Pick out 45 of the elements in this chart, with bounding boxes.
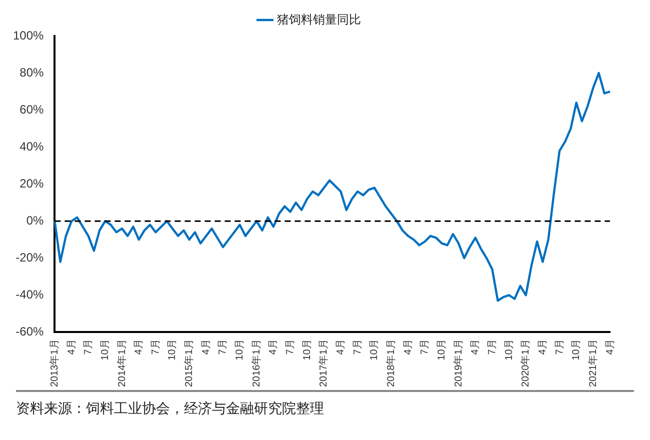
- y-tick-label: 0%: [26, 213, 44, 228]
- x-tick-label: 10月: [167, 339, 178, 360]
- x-tick-label: 7月: [486, 339, 498, 355]
- x-tick-label: 7月: [420, 339, 431, 355]
- x-tick-label: 2013年1月: [48, 339, 60, 388]
- y-tick-label: -60%: [16, 324, 44, 339]
- y-tick-label: -20%: [16, 250, 44, 264]
- x-tick-label: 10月: [571, 339, 582, 360]
- x-tick-label: 2015年1月: [183, 339, 196, 388]
- x-tick-label: 2020年1月: [520, 339, 532, 388]
- x-tick-label: 4月: [470, 339, 482, 355]
- text: 资料来源：饲料工业协会，经济与金融研究院整理: [16, 390, 634, 418]
- legend-label: 猪饲料销量同比: [277, 12, 361, 26]
- x-tick-label: 7月: [218, 339, 229, 355]
- x-tick-label: 7月: [150, 339, 162, 355]
- x-tick-label: 10月: [302, 339, 313, 360]
- x-tick-label: 2019年1月: [452, 339, 464, 388]
- y-tick-label: 60%: [20, 102, 44, 116]
- x-tick-label: 4月: [604, 339, 616, 355]
- y-tick-label: 100%: [12, 28, 44, 42]
- x-tick-label: 2021年1月: [586, 339, 599, 388]
- x-tick-label: 7月: [285, 339, 296, 355]
- y-tick-label: -40%: [16, 287, 44, 302]
- x-tick-label: 2017年1月: [318, 339, 330, 388]
- x-tick-label: 2018年1月: [384, 339, 397, 388]
- x-tick-label: 4月: [402, 339, 414, 355]
- x-tick-label: 10月: [504, 339, 515, 360]
- x-tick-label: 4月: [200, 339, 212, 355]
- x-tick-label: 7月: [352, 339, 364, 355]
- x-tick-label: 7月: [83, 339, 94, 355]
- x-tick-label: 7月: [554, 339, 566, 355]
- x-tick-label: 10月: [100, 339, 111, 360]
- x-tick-label: 4月: [134, 339, 145, 355]
- x-tick-label: 4月: [66, 339, 78, 355]
- y-tick-label: 80%: [20, 65, 44, 80]
- x-tick-label: 4月: [268, 339, 280, 355]
- x-tick-label: 10月: [436, 339, 448, 360]
- x-tick-label: 4月: [537, 339, 548, 355]
- x-tick-label: 2016年1月: [250, 339, 262, 388]
- y-tick-label: 40%: [20, 139, 44, 154]
- x-tick-label: 10月: [369, 339, 380, 360]
- y-tick-label: 20%: [20, 176, 44, 190]
- x-tick-label: 10月: [234, 339, 246, 360]
- x-tick-label: 4月: [336, 339, 347, 355]
- x-tick-label: 2014年1月: [116, 339, 128, 388]
